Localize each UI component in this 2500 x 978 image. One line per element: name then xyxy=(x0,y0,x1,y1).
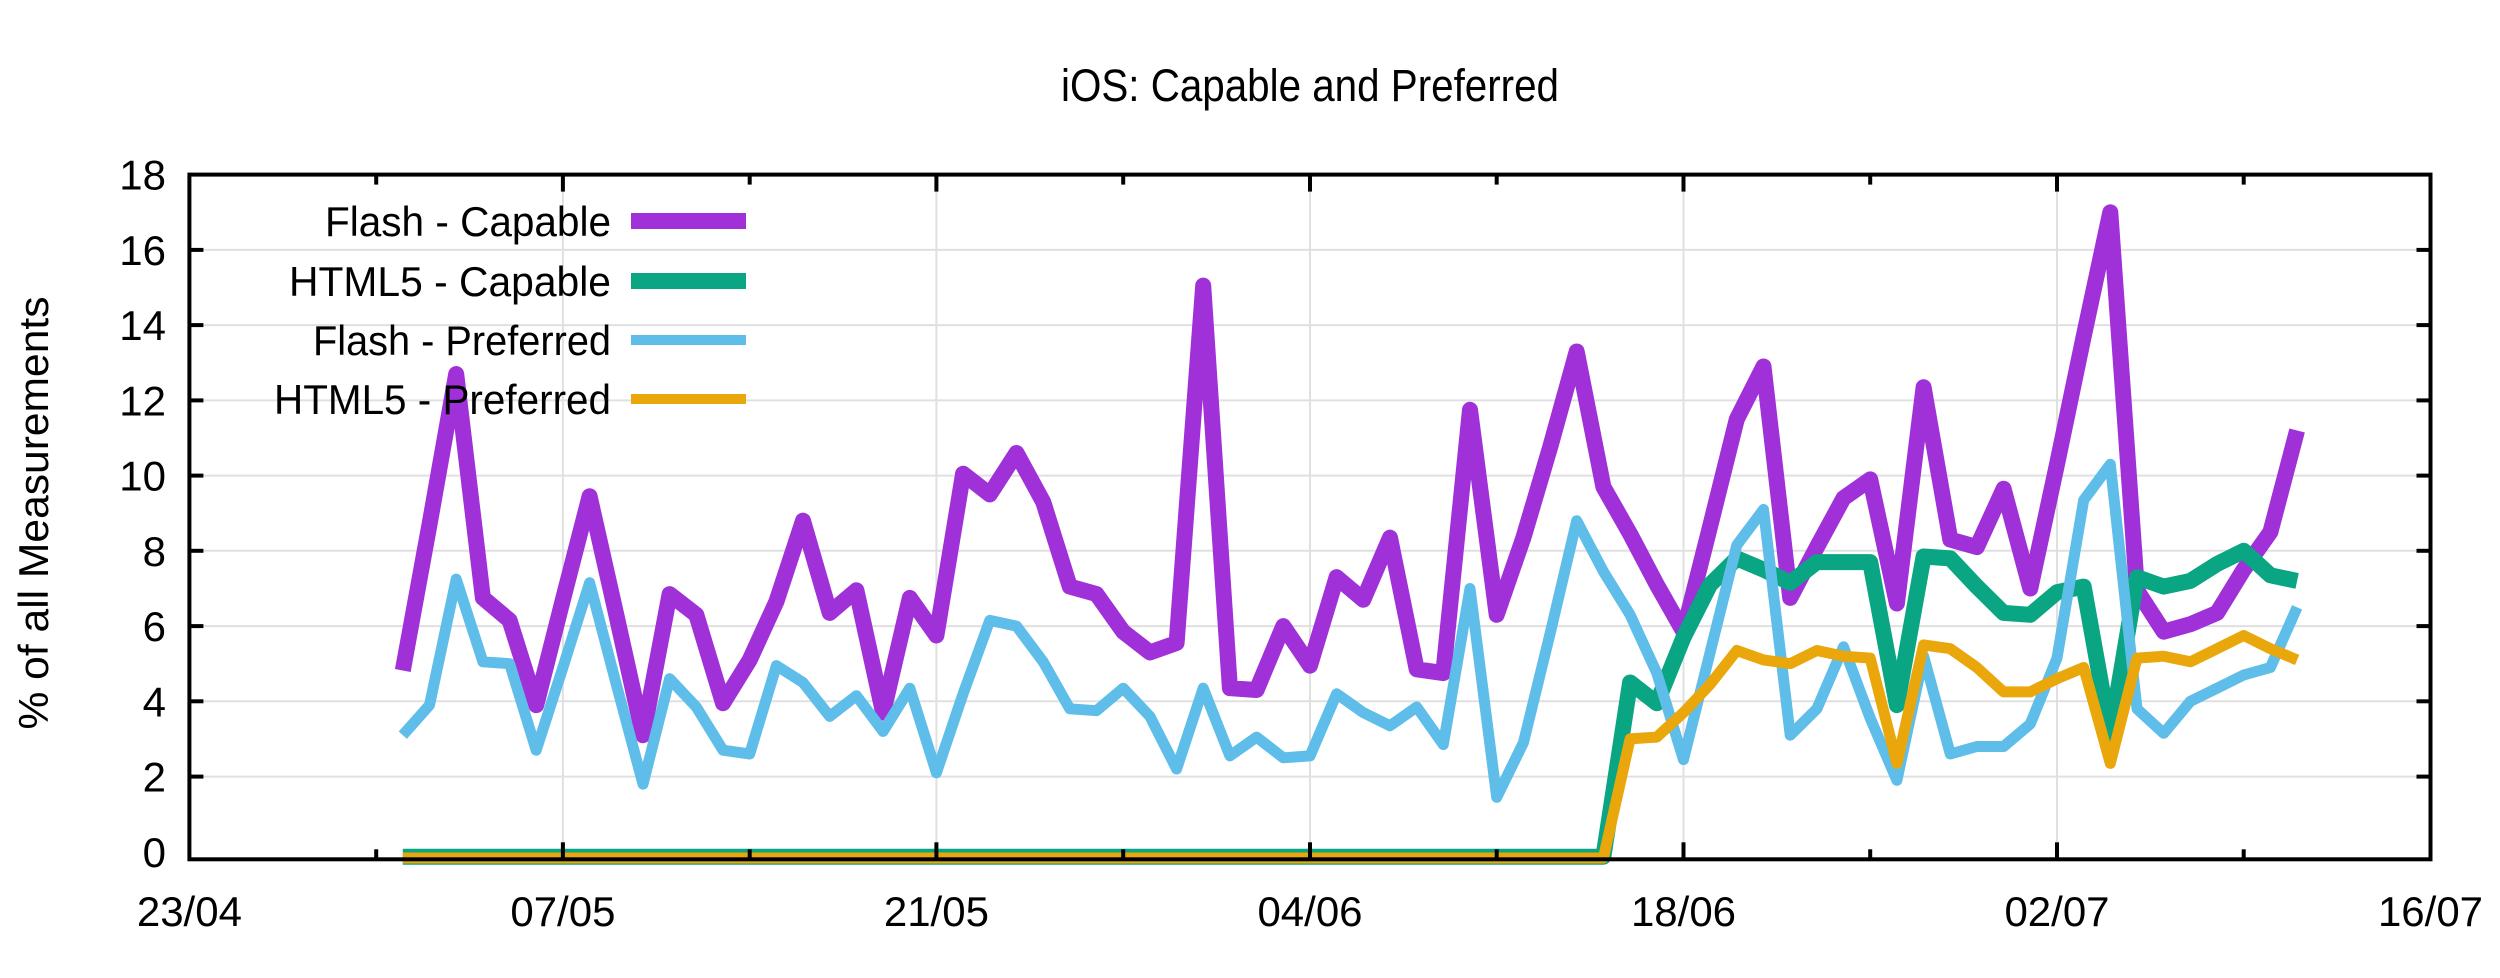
svg-text:iOS: Capable and Preferred: iOS: Capable and Preferred xyxy=(1061,60,1559,111)
svg-text:16: 16 xyxy=(119,227,166,274)
svg-text:8: 8 xyxy=(143,528,166,575)
svg-text:18: 18 xyxy=(119,152,166,199)
svg-text:6: 6 xyxy=(143,603,166,650)
svg-text:16/07: 16/07 xyxy=(2378,888,2483,935)
svg-text:14: 14 xyxy=(119,302,166,349)
svg-text:HTML5 - Preferred: HTML5 - Preferred xyxy=(274,376,611,423)
svg-text:Flash - Preferred: Flash - Preferred xyxy=(313,317,611,364)
svg-text:HTML5 - Capable: HTML5 - Capable xyxy=(289,258,611,305)
svg-text:% of all Measurements: % of all Measurements xyxy=(10,297,57,730)
svg-text:18/06: 18/06 xyxy=(1631,888,1736,935)
svg-text:2: 2 xyxy=(143,754,166,801)
svg-text:0: 0 xyxy=(143,829,166,876)
svg-text:02/07: 02/07 xyxy=(2004,888,2109,935)
svg-text:04/06: 04/06 xyxy=(1257,888,1362,935)
svg-text:12: 12 xyxy=(119,377,166,424)
svg-text:07/05: 07/05 xyxy=(510,888,615,935)
svg-text:4: 4 xyxy=(143,678,166,725)
svg-text:10: 10 xyxy=(119,453,166,500)
svg-text:23/04: 23/04 xyxy=(137,888,242,935)
svg-text:21/05: 21/05 xyxy=(884,888,989,935)
svg-text:Flash - Capable: Flash - Capable xyxy=(325,198,611,245)
